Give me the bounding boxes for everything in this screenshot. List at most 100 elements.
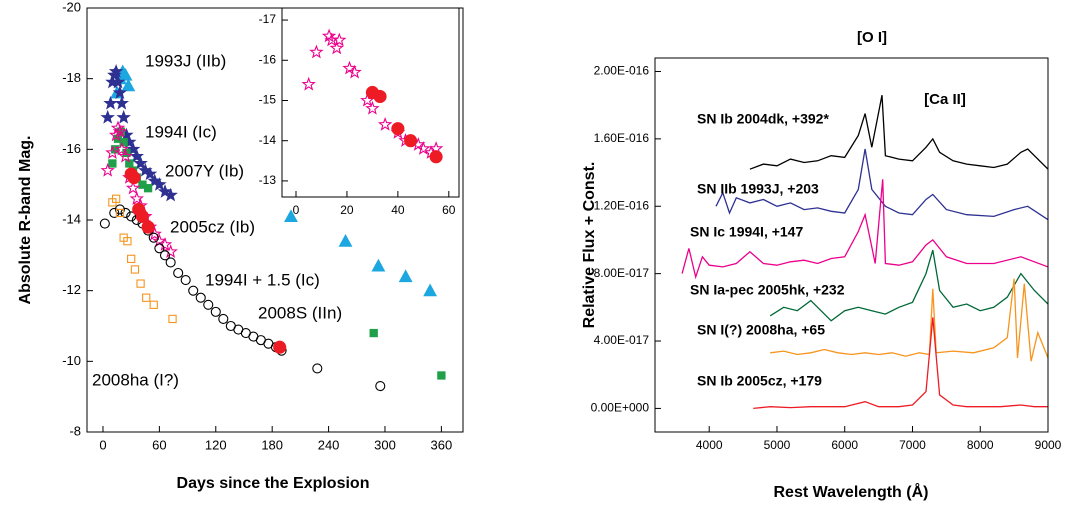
series-label: SN Ia-pec 2005hk, +232 bbox=[690, 282, 845, 298]
marker bbox=[149, 300, 158, 309]
y-axis-title: Relative Flux + Const. bbox=[581, 162, 598, 329]
marker bbox=[135, 209, 150, 224]
y-tick-label: 1.60E-016 bbox=[594, 131, 650, 145]
series-label: 2007Y (Ib) bbox=[165, 161, 244, 180]
x-axis-title: Days since the Explosion bbox=[177, 475, 370, 492]
marker bbox=[142, 293, 151, 302]
marker bbox=[127, 254, 136, 264]
marker bbox=[165, 257, 176, 268]
y-tick-label: -14 bbox=[259, 133, 277, 147]
series-label: SN I(?) 2008ha, +65 bbox=[697, 322, 825, 338]
marker bbox=[301, 76, 316, 91]
marker bbox=[157, 237, 173, 251]
marker bbox=[111, 194, 121, 203]
marker bbox=[365, 100, 380, 115]
x-tick-label: 6000 bbox=[831, 438, 858, 452]
plot-frame bbox=[86, 7, 464, 433]
marker bbox=[195, 292, 206, 303]
annotation: [O I] bbox=[857, 29, 887, 46]
marker bbox=[129, 191, 144, 205]
x-tick-label: 120 bbox=[205, 437, 227, 452]
marker bbox=[142, 166, 158, 181]
plot-frame bbox=[281, 7, 460, 198]
x-tick-label: 60 bbox=[152, 437, 166, 452]
marker bbox=[121, 78, 136, 92]
plot-frame bbox=[654, 57, 1049, 433]
series-label: SN Ib 2005cz, +179 bbox=[697, 373, 822, 389]
series-label: SN IIb 1993J, +203 bbox=[697, 181, 819, 197]
marker bbox=[159, 250, 171, 261]
x-tick-label: 7000 bbox=[899, 438, 926, 452]
y-tick-label: -14 bbox=[62, 211, 81, 226]
marker bbox=[423, 283, 438, 297]
marker bbox=[108, 127, 124, 142]
series-group bbox=[301, 28, 444, 164]
marker bbox=[347, 64, 362, 79]
series-label: 1994I + 1.5 (Ic) bbox=[205, 270, 320, 289]
y-tick-label: -16 bbox=[62, 141, 81, 156]
marker bbox=[369, 328, 378, 338]
marker bbox=[99, 218, 110, 229]
marker bbox=[332, 32, 347, 47]
marker bbox=[136, 279, 145, 288]
series-label: 1993J (IIb) bbox=[145, 51, 226, 70]
y-tick-label: 8.00E-017 bbox=[594, 266, 650, 280]
x-tick-label: 40 bbox=[391, 203, 405, 217]
spectrum bbox=[715, 148, 1048, 221]
marker bbox=[404, 134, 418, 148]
x-tick-label: 4000 bbox=[696, 438, 723, 452]
x-tick-label: 60 bbox=[442, 203, 456, 217]
marker bbox=[312, 363, 323, 374]
marker bbox=[416, 141, 431, 155]
marker bbox=[115, 208, 125, 218]
y-tick-label: -12 bbox=[62, 282, 81, 297]
marker bbox=[110, 120, 126, 135]
series-label: 2005cz (Ib) bbox=[170, 217, 255, 236]
marker bbox=[118, 148, 133, 163]
marker bbox=[398, 269, 413, 283]
marker bbox=[129, 148, 144, 163]
marker bbox=[371, 258, 386, 272]
y-tick-label: -8 bbox=[69, 423, 81, 438]
marker bbox=[123, 237, 132, 246]
spectrum bbox=[769, 249, 1048, 322]
marker bbox=[125, 180, 141, 195]
spectrum bbox=[749, 94, 1048, 170]
series-label: 2008S (IIn) bbox=[258, 303, 342, 322]
marker bbox=[163, 187, 178, 202]
marker bbox=[218, 313, 229, 324]
marker bbox=[437, 371, 446, 380]
marker bbox=[112, 124, 128, 138]
marker bbox=[100, 109, 115, 124]
x-tick-label: 300 bbox=[374, 437, 396, 452]
marker bbox=[180, 275, 191, 286]
marker bbox=[168, 314, 177, 324]
x-tick-label: 8000 bbox=[967, 438, 994, 452]
y-tick-label: -17 bbox=[259, 12, 277, 26]
marker bbox=[127, 171, 141, 185]
marker bbox=[429, 150, 443, 164]
y-tick-label: -18 bbox=[62, 70, 81, 85]
marker bbox=[130, 265, 140, 274]
marker bbox=[108, 63, 124, 78]
marker bbox=[109, 207, 120, 218]
x-tick-label: 0 bbox=[293, 203, 300, 217]
marker bbox=[141, 220, 155, 234]
marker bbox=[203, 299, 214, 310]
marker bbox=[103, 95, 118, 110]
marker bbox=[377, 116, 393, 131]
series-group bbox=[681, 94, 1048, 410]
marker bbox=[119, 138, 128, 147]
y-tick-label: 0.00E+000 bbox=[591, 401, 650, 415]
marker bbox=[309, 44, 324, 59]
marker bbox=[284, 209, 298, 223]
series-label: SN Ib 2004dk, +392* bbox=[697, 111, 829, 127]
marker bbox=[163, 244, 178, 258]
marker bbox=[108, 159, 117, 168]
y-axis-title: Absolute R-band Mag. bbox=[17, 136, 34, 305]
spectrum bbox=[681, 179, 1048, 280]
y-tick-label: -10 bbox=[62, 353, 81, 368]
x-tick-label: 9000 bbox=[1035, 438, 1062, 452]
marker bbox=[118, 67, 133, 81]
